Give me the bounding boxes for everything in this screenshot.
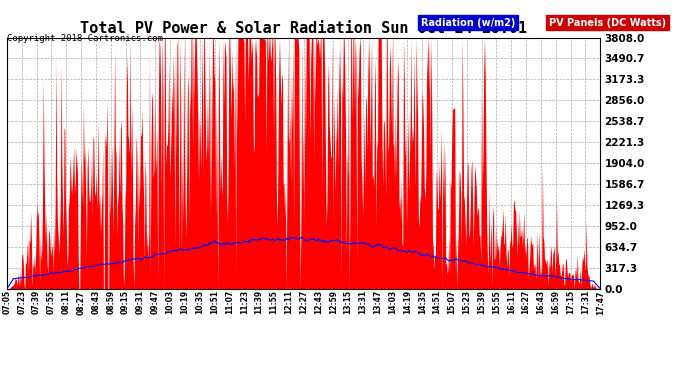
Title: Total PV Power & Solar Radiation Sun Oct 14 18:01: Total PV Power & Solar Radiation Sun Oct…	[80, 21, 527, 36]
Text: Copyright 2018 Cartronics.com: Copyright 2018 Cartronics.com	[7, 34, 163, 43]
Text: Radiation (w/m2): Radiation (w/m2)	[421, 18, 515, 27]
Text: PV Panels (DC Watts): PV Panels (DC Watts)	[549, 18, 666, 27]
